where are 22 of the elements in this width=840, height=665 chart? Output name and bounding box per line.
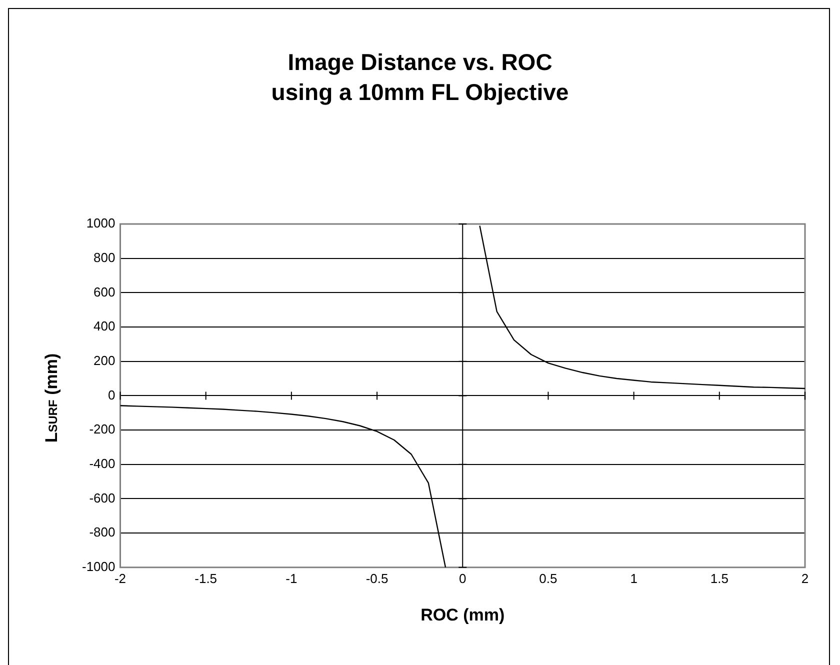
x-tick-label: 1.5 bbox=[710, 570, 728, 586]
y-tick-label: 0 bbox=[108, 387, 116, 402]
y-tick-label: 200 bbox=[94, 352, 116, 368]
y-tick-label: 800 bbox=[94, 250, 116, 265]
chart-title: Image Distance vs. ROC using a 10mm FL Objective bbox=[271, 49, 569, 105]
x-tick-label: 0.5 bbox=[539, 570, 558, 586]
x-tick-label: -1.5 bbox=[194, 570, 218, 586]
x-tick-label: 0 bbox=[459, 570, 466, 586]
y-tick-label: -1000 bbox=[82, 558, 116, 574]
x-tick-label: 2 bbox=[801, 570, 809, 586]
x-tick-label: -2 bbox=[114, 570, 126, 586]
y-tick-label: 400 bbox=[94, 318, 116, 334]
y-tick-label: -400 bbox=[89, 456, 116, 471]
x-tick-label: -1 bbox=[286, 570, 298, 586]
y-tick-label: -600 bbox=[89, 490, 116, 506]
x-tick-label: 1 bbox=[630, 570, 638, 586]
y-tick-label: 1000 bbox=[86, 216, 116, 231]
y-tick-label: -200 bbox=[89, 422, 116, 437]
x-axis-title: ROC (mm) bbox=[420, 605, 505, 624]
x-tick-label: -0.5 bbox=[366, 570, 388, 586]
y-tick-label: -800 bbox=[89, 524, 116, 540]
y-tick-label: 600 bbox=[94, 284, 116, 300]
